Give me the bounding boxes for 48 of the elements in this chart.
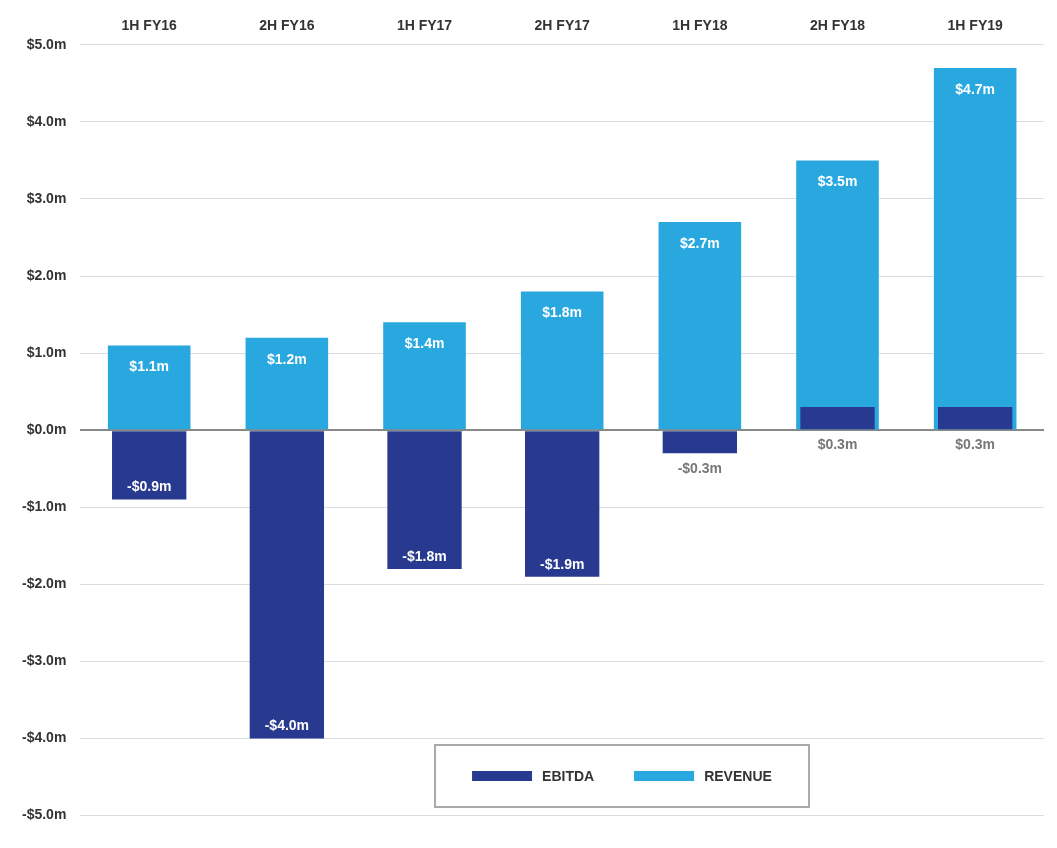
data-label: $2.7m: [679, 234, 720, 251]
bar: [387, 431, 462, 569]
data-label: $1.2m: [267, 350, 307, 367]
y-tick-label: $5.0m: [26, 35, 67, 52]
legend-label: REVENUE: [704, 768, 772, 784]
y-tick-label: -$5.0m: [22, 806, 67, 823]
x-tick-label: 1H FY18: [672, 17, 728, 34]
bar: [249, 431, 325, 739]
bar: [662, 431, 738, 454]
data-label: $1.8m: [542, 304, 583, 321]
bar: [383, 322, 466, 430]
x-tick-label: 1H FY17: [396, 17, 453, 34]
y-tick-label: -$3.0m: [22, 652, 67, 669]
x-tick-label: 2H FY18: [809, 17, 866, 34]
bar: [796, 160, 879, 430]
y-tick-label: $4.0m: [26, 112, 67, 129]
bar: [112, 431, 187, 500]
data-label: $3.5m: [817, 173, 858, 190]
bar: [107, 345, 191, 430]
y-tick-label: -$2.0m: [22, 575, 67, 592]
data-label: -$4.0m: [264, 717, 310, 734]
legend-label: EBITDA: [542, 768, 595, 784]
x-tick-label: 2H FY17: [534, 17, 591, 34]
data-label: -$0.9m: [127, 478, 172, 495]
data-label: $4.7m: [955, 80, 996, 97]
bar: [525, 431, 600, 577]
bar: [520, 291, 604, 430]
y-tick-label: -$4.0m: [22, 729, 67, 746]
y-tick-label: $2.0m: [26, 266, 67, 283]
data-label: -$0.3m: [677, 460, 723, 477]
y-tick-label: -$1.0m: [22, 498, 67, 515]
bar: [938, 407, 1013, 430]
bar: [933, 67, 1017, 430]
bar: [245, 337, 329, 430]
y-tick-label: $0.0m: [26, 421, 67, 438]
x-tick-label: 2H FY16: [259, 17, 315, 34]
data-label: $0.3m: [955, 436, 996, 453]
x-tick-label: 1H FY16: [121, 17, 178, 34]
bar: [658, 222, 742, 430]
bar: [800, 407, 875, 430]
data-label: $1.1m: [129, 358, 170, 375]
y-tick-label: $1.0m: [26, 343, 67, 360]
data-label: -$1.8m: [402, 547, 447, 564]
x-tick-label: 1H FY19: [947, 17, 1004, 34]
data-label: $1.4m: [404, 335, 445, 352]
data-label: -$1.9m: [540, 555, 585, 572]
y-tick-label: $3.0m: [26, 189, 67, 206]
data-label: $0.3m: [817, 436, 858, 453]
